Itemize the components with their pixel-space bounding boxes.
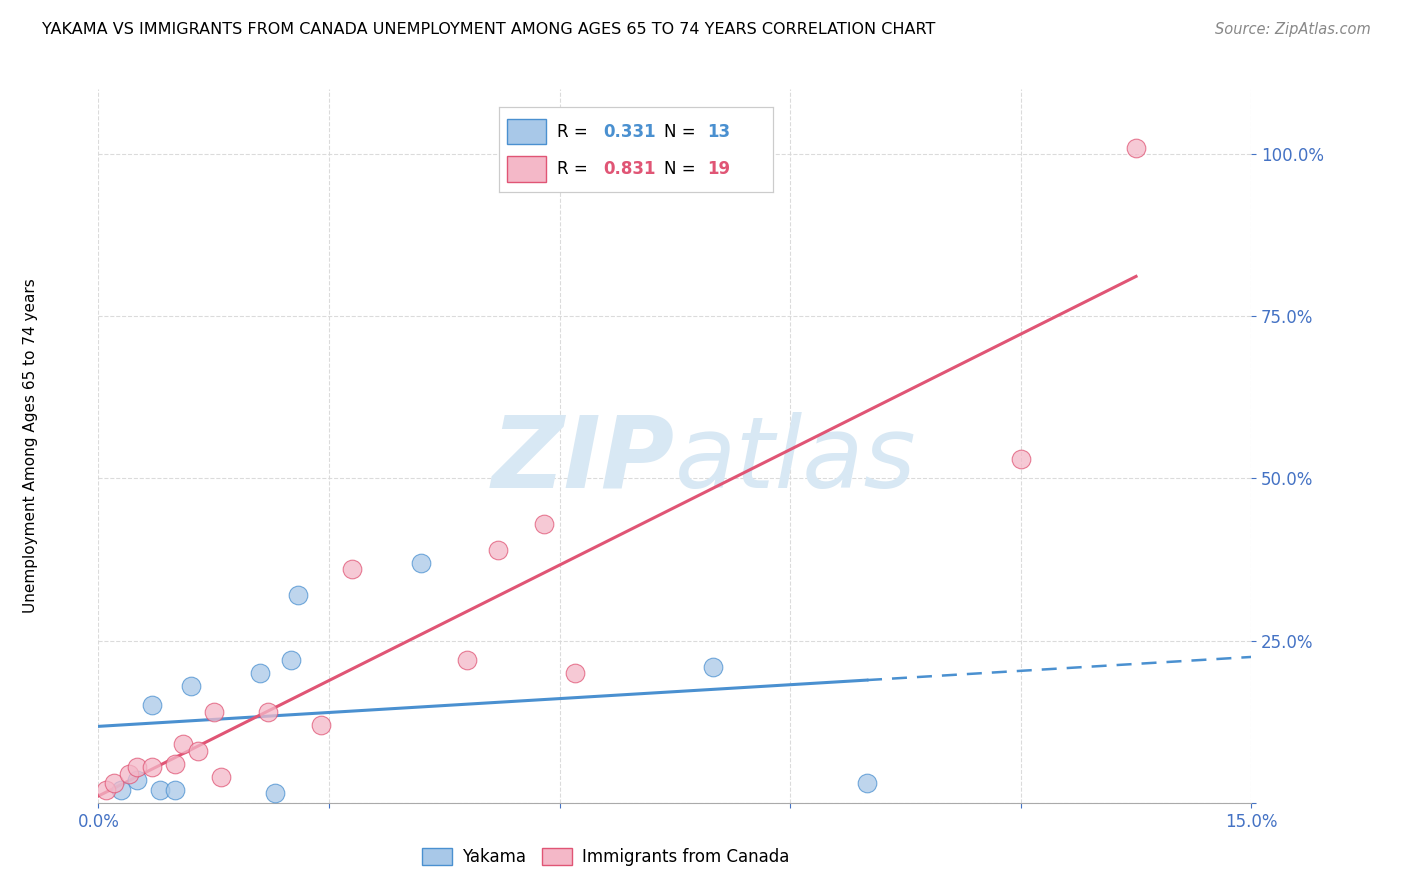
Point xyxy=(411,556,433,570)
Text: ZIP: ZIP xyxy=(492,412,675,508)
FancyBboxPatch shape xyxy=(508,156,546,182)
Point xyxy=(187,744,209,758)
Point xyxy=(110,782,132,797)
Point xyxy=(249,666,271,681)
Point xyxy=(856,776,879,790)
Point xyxy=(1125,140,1147,154)
Text: atlas: atlas xyxy=(675,412,917,508)
Point xyxy=(1010,452,1032,467)
Text: R =: R = xyxy=(557,160,593,178)
Point xyxy=(165,782,187,797)
Point xyxy=(180,679,202,693)
Point xyxy=(340,562,363,576)
Point xyxy=(280,653,302,667)
Text: 0.831: 0.831 xyxy=(603,160,655,178)
Point xyxy=(533,516,555,531)
Text: YAKAMA VS IMMIGRANTS FROM CANADA UNEMPLOYMENT AMONG AGES 65 TO 74 YEARS CORRELAT: YAKAMA VS IMMIGRANTS FROM CANADA UNEMPLO… xyxy=(42,22,935,37)
Legend: Yakama, Immigrants from Canada: Yakama, Immigrants from Canada xyxy=(415,841,796,873)
Point xyxy=(256,705,278,719)
Point xyxy=(165,756,187,771)
Point xyxy=(209,770,232,784)
Point xyxy=(94,782,117,797)
Point xyxy=(125,773,148,788)
Point xyxy=(564,666,586,681)
Text: 0.331: 0.331 xyxy=(603,122,657,141)
Point xyxy=(702,659,724,673)
Point xyxy=(118,766,141,780)
Point xyxy=(202,705,225,719)
FancyBboxPatch shape xyxy=(508,119,546,145)
Point xyxy=(149,782,172,797)
Point xyxy=(264,786,287,800)
Text: Unemployment Among Ages 65 to 74 years: Unemployment Among Ages 65 to 74 years xyxy=(24,278,38,614)
Point xyxy=(172,738,194,752)
Point xyxy=(103,776,125,790)
Text: R =: R = xyxy=(557,122,593,141)
Point xyxy=(287,588,309,602)
Point xyxy=(141,698,163,713)
Text: N =: N = xyxy=(664,160,700,178)
Text: N =: N = xyxy=(664,122,700,141)
Text: Source: ZipAtlas.com: Source: ZipAtlas.com xyxy=(1215,22,1371,37)
Text: 19: 19 xyxy=(707,160,731,178)
Text: 13: 13 xyxy=(707,122,731,141)
Point xyxy=(486,542,509,557)
Point xyxy=(125,760,148,774)
Point xyxy=(311,718,333,732)
Point xyxy=(141,760,163,774)
Point xyxy=(456,653,478,667)
